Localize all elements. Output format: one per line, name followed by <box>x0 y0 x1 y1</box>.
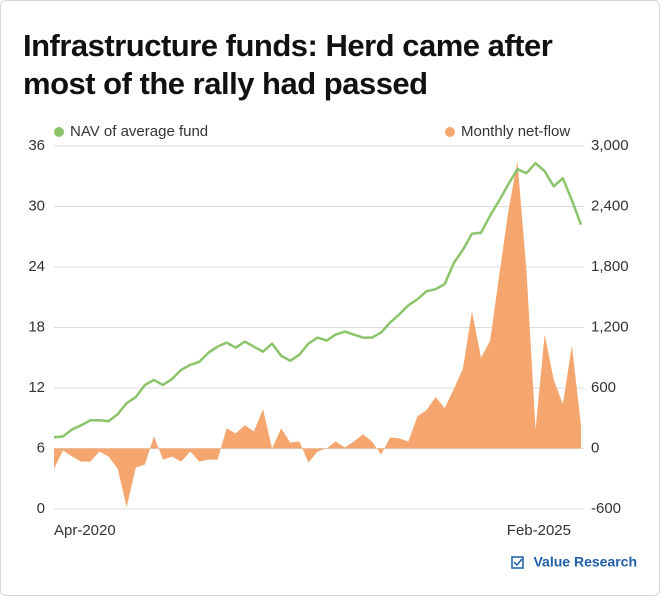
y2-tick-label: 1,200 <box>591 318 629 335</box>
source-logo: Value Research <box>533 554 637 570</box>
y2-tick-label: -600 <box>591 500 621 517</box>
y2-tick-label: 1,800 <box>591 258 629 275</box>
y-tick-label: 18 <box>28 318 45 335</box>
y2-tick-label: 600 <box>591 379 616 396</box>
x-tick-label: Feb-2025 <box>507 522 571 539</box>
legend-marker <box>54 127 64 137</box>
legend-marker <box>445 127 455 137</box>
net-flow-area <box>54 161 581 507</box>
legend-label: Monthly net-flow <box>461 123 570 140</box>
x-tick-label: Apr-2020 <box>54 522 116 539</box>
chart-title: Infrastructure funds: Herd came after mo… <box>23 28 553 101</box>
y2-tick-label: 2,400 <box>591 197 629 214</box>
logo-icon <box>511 556 524 569</box>
logo-check <box>513 558 523 567</box>
y-tick-label: 30 <box>28 197 45 214</box>
y-tick-label: 36 <box>28 137 45 154</box>
y2-tick-label: 0 <box>591 439 599 456</box>
nav-line <box>53 161 583 439</box>
y-tick-label: 24 <box>28 258 45 275</box>
y-tick-label: 6 <box>37 439 45 456</box>
y-tick-label: 0 <box>37 500 45 517</box>
legend-label: NAV of average fund <box>70 123 208 140</box>
y2-tick-label: 3,000 <box>591 137 629 154</box>
y-tick-label: 12 <box>28 379 45 396</box>
